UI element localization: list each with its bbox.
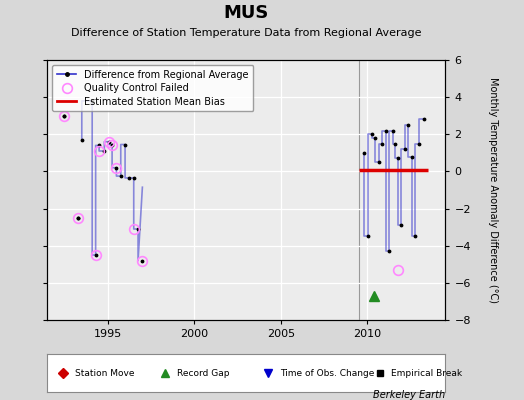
- Text: Time of Obs. Change: Time of Obs. Change: [280, 368, 375, 378]
- Legend: Difference from Regional Average, Quality Control Failed, Estimated Station Mean: Difference from Regional Average, Qualit…: [52, 65, 254, 111]
- Text: Empirical Break: Empirical Break: [391, 368, 462, 378]
- Y-axis label: Monthly Temperature Anomaly Difference (°C): Monthly Temperature Anomaly Difference (…: [488, 77, 498, 303]
- Text: MUS: MUS: [224, 4, 269, 22]
- Text: Berkeley Earth: Berkeley Earth: [373, 390, 445, 400]
- Text: Station Move: Station Move: [75, 368, 135, 378]
- Text: Difference of Station Temperature Data from Regional Average: Difference of Station Temperature Data f…: [71, 28, 421, 38]
- Text: Record Gap: Record Gap: [177, 368, 229, 378]
